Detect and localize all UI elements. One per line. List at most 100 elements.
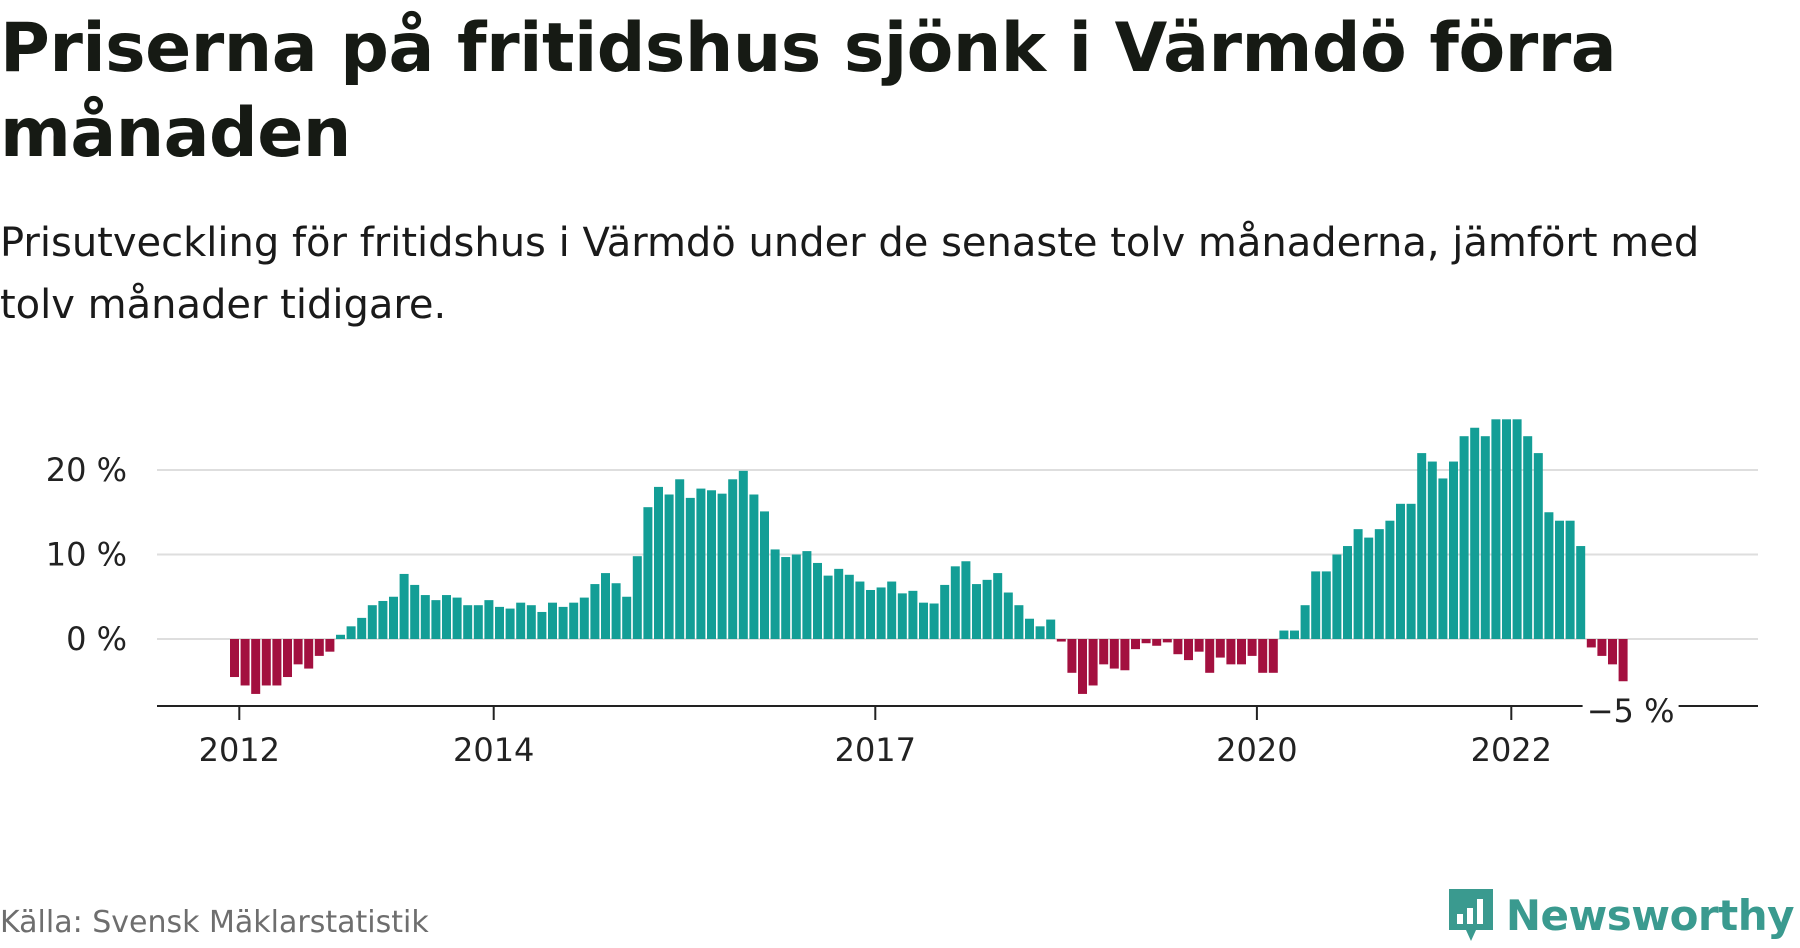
bar: [1003, 592, 1013, 639]
bar: [1396, 503, 1405, 639]
bar: [908, 590, 918, 639]
source-note: Källa: Svensk Mäklarstatistik: [0, 905, 429, 940]
bar: [357, 617, 367, 639]
bar: [1268, 639, 1278, 673]
bar: [1555, 520, 1564, 639]
bar: [1353, 529, 1363, 639]
bar: [760, 511, 769, 639]
bar: [1523, 436, 1533, 639]
bar: [1533, 453, 1543, 639]
bar: [1290, 630, 1299, 639]
bar: [1449, 461, 1458, 639]
bar: [887, 581, 897, 639]
bar: [431, 600, 441, 639]
bar: [1237, 639, 1246, 665]
bar: [558, 606, 568, 639]
bar: [378, 600, 388, 639]
chart-title: Priserna på fritidshus sjönk i Värmdö fö…: [0, 9, 1617, 173]
bar: [897, 593, 907, 639]
bar: [866, 589, 875, 639]
bar: [961, 561, 971, 639]
bar: [1025, 618, 1034, 639]
bar: [1078, 639, 1087, 694]
bar: [770, 549, 780, 639]
bar: [632, 556, 642, 639]
bar: [1343, 546, 1352, 639]
bar: [675, 479, 685, 639]
bar: [1608, 639, 1617, 665]
bar: [1046, 619, 1056, 639]
bar: [1417, 453, 1427, 639]
bar: [1099, 639, 1109, 665]
bar: [707, 490, 716, 639]
bar: [442, 595, 451, 639]
bar: [1332, 554, 1342, 639]
bar: [929, 603, 939, 639]
last-value-label: −5 %: [1587, 692, 1675, 730]
bar: [1258, 639, 1268, 673]
bar: [325, 639, 335, 652]
bar: [495, 606, 504, 639]
bar: [1576, 546, 1586, 639]
bar: [622, 596, 632, 639]
bar: [1321, 571, 1331, 639]
bar: [813, 562, 822, 639]
bar: [876, 587, 886, 639]
bar: [601, 573, 610, 639]
bar: [420, 595, 430, 639]
x-tick-label: 2012: [199, 731, 280, 769]
bar: [982, 579, 992, 639]
bar: [452, 597, 462, 639]
bar: [537, 611, 547, 639]
x-tick-label: 2022: [1471, 731, 1552, 769]
bar: [844, 574, 854, 639]
axes: 0 % 10 % 20 % 2012 2014 2017 2020 2022 −5 %: [46, 451, 1758, 769]
bar: [463, 605, 473, 639]
bar: [654, 486, 663, 639]
bar: [950, 566, 960, 639]
bar: [410, 584, 420, 639]
bar: [473, 605, 483, 639]
bar: [1597, 639, 1607, 656]
bar: [251, 639, 261, 694]
bar: [1067, 639, 1077, 673]
bar: [823, 575, 833, 639]
brand-logo[interactable]: Newsworthy: [1446, 886, 1795, 944]
bar: [272, 639, 282, 686]
bar: [643, 507, 653, 639]
bar: [1205, 639, 1215, 673]
bars: [230, 419, 1628, 694]
bar: [484, 600, 494, 639]
bar: [1491, 419, 1501, 639]
bar: [1502, 419, 1511, 639]
chart-subtitle: Prisutveckling för fritidshus i Värmdö u…: [0, 220, 1700, 328]
bar: [590, 584, 600, 639]
bar: [1385, 520, 1395, 639]
bar: [1374, 529, 1384, 639]
bar: [855, 581, 865, 639]
bar: [230, 639, 239, 678]
bar: [1618, 639, 1628, 682]
bar: [1173, 639, 1183, 655]
newsworthy-logo-icon: [1448, 889, 1493, 941]
bar: [1120, 639, 1130, 671]
bar: [1438, 478, 1448, 639]
bar: [336, 634, 345, 639]
bar: [1194, 639, 1204, 652]
bar: [1311, 571, 1321, 639]
x-tick-label: 2017: [835, 731, 916, 769]
bar: [569, 602, 579, 639]
bar: [919, 602, 928, 639]
brand-name: Newsworthy: [1505, 890, 1795, 940]
bar: [791, 554, 801, 639]
y-tick-label: 20 %: [46, 451, 127, 489]
bar: [1184, 639, 1193, 661]
bar: [1480, 436, 1490, 639]
bar: [505, 608, 515, 639]
bar: [1427, 461, 1437, 639]
bar: [399, 573, 409, 639]
bar: [611, 583, 621, 639]
bar: [1226, 639, 1236, 665]
bar: [1247, 639, 1257, 656]
y-tick-label: 0 %: [66, 620, 127, 658]
